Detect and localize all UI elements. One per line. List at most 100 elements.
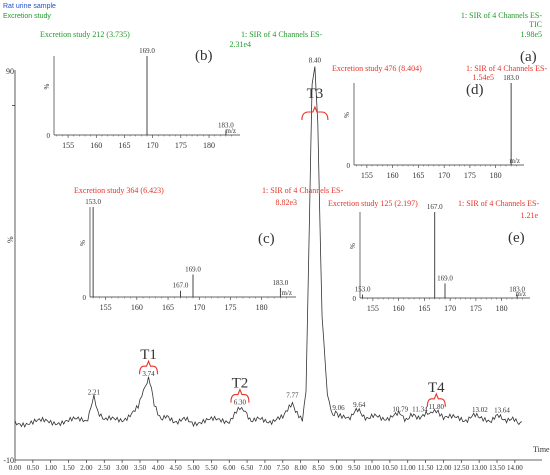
main-x-tick-label: 2.00 <box>80 464 93 472</box>
peak-mz-label: 183.0 <box>218 121 234 129</box>
inset-x-tick-label: 180 <box>496 304 508 313</box>
inset-x-tick-label: 155 <box>361 171 373 180</box>
main-x-tick-label: 5.00 <box>187 464 200 472</box>
panel-label-a: (a) <box>520 49 537 65</box>
peak-label: 8.40 <box>309 56 322 64</box>
main-x-tick-label: 9.50 <box>348 464 361 472</box>
main-x-tick-label: 13.00 <box>471 464 487 472</box>
inset-ylabel: % <box>43 84 51 90</box>
inset-ylabel: % <box>349 243 357 249</box>
peak-mz-label: 183.0 <box>503 74 519 82</box>
main-x-tick-label: 12.00 <box>436 464 452 472</box>
main-x-tick-label: 2.50 <box>98 464 111 472</box>
annotation-bracket-t4 <box>426 392 446 407</box>
main-x-tick-label: 6.50 <box>241 464 254 472</box>
main-x-tick-label: 1.50 <box>62 464 75 472</box>
inset-title: Excretion study 212 (3.735) <box>40 30 130 39</box>
inset-y-zero: 0 <box>353 295 357 303</box>
main-ylabel: % <box>6 236 15 243</box>
inset-xlabel: m/z <box>510 157 521 165</box>
main-x-tick-label: 9.00 <box>330 464 343 472</box>
inset-xlabel: m/z <box>226 127 237 135</box>
main-x-tick-label: 7.50 <box>277 464 290 472</box>
inset-spectra: Excretion study 212 (3.735) 1: SIR of 4 C… <box>40 30 547 313</box>
main-peak-labels: 2.21 3.74 6.30 7.77 8.40 9.06 9.64 10.79 11.34 11… <box>88 56 511 414</box>
inset-x-tick-label: 175 <box>464 171 476 180</box>
y-tick-label-bottom: -10 <box>3 456 14 465</box>
main-x-tick-label: 0.00 <box>9 464 22 472</box>
inset-channel: 1: SIR of 4 Channels ES- <box>466 64 547 73</box>
inset-y-zero: 0 <box>47 132 51 140</box>
inset-title: Excretion study 125 (2.197) <box>328 199 418 208</box>
peak-mz-label: 169.0 <box>437 274 453 282</box>
inset-panel-label: (d) <box>466 82 484 98</box>
inset-x-tick-label: 165 <box>118 141 130 150</box>
inset-x-tick-label: 170 <box>147 141 159 150</box>
inset-x-tick-label: 170 <box>193 303 205 312</box>
main-x-tick-label: 1.00 <box>45 464 58 472</box>
inset-x-tick-label: 155 <box>367 304 379 313</box>
inset-x-tick-label: 180 <box>203 141 215 150</box>
main-x-tick-label: 3.50 <box>134 464 147 472</box>
peak-label: 6.30 <box>234 399 247 407</box>
main-x-tick-label: 8.50 <box>312 464 325 472</box>
main-x-tick-label: 7.00 <box>259 464 272 472</box>
inset-ylabel: % <box>79 240 87 246</box>
peak-label: 13.02 <box>472 406 488 414</box>
main-x-tick-label: 5.50 <box>205 464 218 472</box>
inset-x-tick-label: 165 <box>418 304 430 313</box>
main-channel-subtitle: TIC <box>529 20 542 29</box>
annotation-bracket-t3 <box>301 105 329 121</box>
main-x-tick-label: 11.50 <box>418 464 434 472</box>
inset-x-tick-label: 175 <box>470 304 482 313</box>
peak-mz-label: 167.0 <box>173 282 189 290</box>
inset-x-tick-label: 175 <box>175 141 187 150</box>
inset-x-tick-label: 160 <box>387 171 399 180</box>
main-x-tick-label: 4.50 <box>170 464 183 472</box>
inset-channel: 1: SIR of 4 Channels ES- <box>262 186 343 195</box>
main-intensity: 1.98e5 <box>520 30 542 39</box>
peak-label: 10.79 <box>392 405 408 413</box>
peak-mz-label: 169.0 <box>139 47 155 55</box>
inset-panel-label: (c) <box>258 231 275 247</box>
main-xlabel: Time <box>533 445 550 454</box>
inset-b: Excretion study 212 (3.735) 1: SIR of 4 C… <box>40 30 322 150</box>
inset-intensity: 8.82e3 <box>275 198 297 207</box>
inset-channel: 1: SIR of 4 Channels ES- <box>458 199 539 208</box>
inset-x-tick-label: 170 <box>444 304 456 313</box>
peak-label: 3.74 <box>142 370 155 378</box>
annotation-layer: T1 T2 T3 T4 <box>138 86 446 407</box>
main-trace <box>14 66 523 428</box>
peak-mz-label: 153.0 <box>355 286 371 294</box>
inset-x-tick-label: 165 <box>412 171 424 180</box>
peak-label: 2.21 <box>88 389 101 397</box>
annotation-t4: T4 <box>428 380 445 396</box>
inset-c: Excretion study 364 (6.423) 1: SIR of 4 C… <box>74 186 343 312</box>
inset-panel-label: (b) <box>195 48 213 64</box>
inset-x-tick-label: 155 <box>62 141 74 150</box>
inset-intensity: 1.21e <box>520 211 538 220</box>
sample-title: Rat urine sample <box>3 3 56 10</box>
inset-x-tick-label: 180 <box>256 303 268 312</box>
inset-x-tick-label: 175 <box>224 303 236 312</box>
inset-x-tick-label: 180 <box>490 171 502 180</box>
main-x-tick-label: 4.00 <box>152 464 165 472</box>
annotation-t3: T3 <box>307 86 324 102</box>
inset-ylabel: % <box>343 112 351 118</box>
peak-mz-label: 183.0 <box>509 286 525 294</box>
peak-label: 11.34 <box>412 405 428 413</box>
peak-mz-label: 183.0 <box>273 279 289 287</box>
annotation-bracket-t2 <box>230 388 250 403</box>
inset-intensity: 2.31e4 <box>229 40 251 49</box>
inset-title: Excretion study 476 (8.404) <box>332 64 422 73</box>
main-x-tick-label: 10.00 <box>364 464 380 472</box>
inset-x-tick-label: 165 <box>162 303 174 312</box>
inset-channel: 1: SIR of 4 Channels ES- <box>241 30 322 39</box>
peak-mz-label: 153.0 <box>85 198 101 206</box>
peak-label: 11.80 <box>429 403 445 411</box>
inset-x-tick-label: 170 <box>438 171 450 180</box>
peak-label: 9.64 <box>353 401 366 409</box>
peak-label: 7.77 <box>286 392 299 400</box>
main-x-tick-label: 3.00 <box>116 464 129 472</box>
